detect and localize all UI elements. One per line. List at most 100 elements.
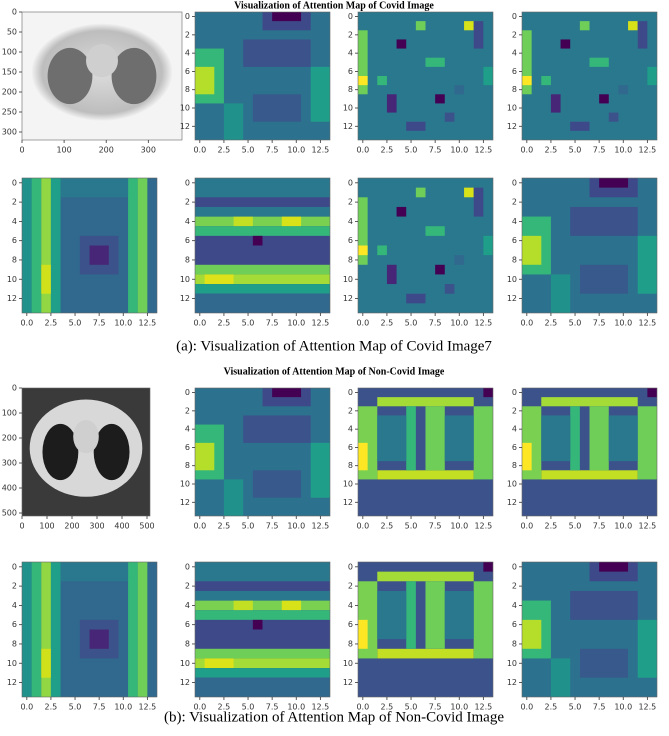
x-tick-label: 12.5 [311, 319, 329, 328]
axes-frame [521, 387, 658, 517]
y-tick-label: 2 [348, 406, 353, 415]
x-tick-label: 5.0 [405, 146, 418, 155]
x-tick-label: 10.0 [114, 703, 132, 712]
y-tick-label: 2 [185, 582, 190, 591]
y-tick-label: 8 [512, 461, 517, 470]
y-tick-label: 12 [180, 678, 190, 687]
axes-frame [357, 177, 494, 314]
y-tick-label: 2 [512, 406, 517, 415]
x-tick-label: 7.5 [429, 522, 442, 531]
y-tick-label: 2 [348, 582, 353, 591]
y-tick-label: 150 [2, 68, 17, 77]
x-tick-label: 400 [114, 522, 129, 531]
x-tick-label: 10.0 [450, 146, 468, 155]
y-tick-label: 12 [7, 678, 17, 687]
y-tick-label: 300 [2, 459, 17, 468]
x-tick-label: 12.5 [638, 146, 656, 155]
x-tick-label: 0.0 [356, 522, 369, 531]
y-tick-label: 6 [185, 236, 190, 245]
axes-frame [194, 387, 331, 517]
attention-heatmap [358, 178, 493, 313]
y-tick-label: 300 [2, 128, 17, 137]
x-tick-label: 12.5 [638, 703, 656, 712]
y-tick-label: 12 [343, 678, 353, 687]
x-tick-label: 10.0 [287, 146, 305, 155]
y-tick-label: 8 [185, 639, 190, 648]
y-tick-label: 4 [348, 217, 353, 226]
attention-heatmap [522, 12, 657, 140]
y-tick-label: 4 [348, 49, 353, 58]
axes-frame [21, 561, 158, 698]
y-tick-label: 2 [512, 30, 517, 39]
y-tick-label: 12 [343, 498, 353, 507]
x-tick-label: 7.5 [593, 319, 606, 328]
y-tick-label: 12 [507, 678, 517, 687]
y-tick-label: 0 [348, 388, 353, 397]
x-tick-label: 0.0 [20, 319, 33, 328]
x-tick-label: 10.0 [287, 703, 305, 712]
ct-heart [86, 44, 118, 78]
y-tick-label: 4 [185, 217, 190, 226]
y-tick-label: 4 [512, 601, 517, 610]
y-tick-label: 4 [12, 217, 17, 226]
y-tick-label: 0 [185, 12, 190, 21]
attention-heatmap [22, 178, 157, 313]
x-tick-label: 0.0 [520, 703, 533, 712]
y-tick-label: 0 [12, 178, 17, 187]
x-tick-label: 5.0 [69, 319, 82, 328]
y-tick-label: 8 [512, 639, 517, 648]
x-tick-label: 12.5 [474, 522, 492, 531]
x-tick-label: 0.0 [20, 703, 33, 712]
x-tick-label: 5.0 [569, 319, 582, 328]
y-tick-label: 8 [185, 255, 190, 264]
y-tick-label: 4 [348, 601, 353, 610]
x-tick-label: 5.0 [242, 319, 255, 328]
x-tick-label: 2.5 [218, 703, 231, 712]
x-tick-label: 7.5 [266, 319, 279, 328]
axes-frame [357, 561, 494, 698]
x-tick-label: 500 [139, 522, 154, 531]
ct-lung [42, 423, 79, 481]
axes-frame [194, 561, 331, 698]
x-tick-label: 0.0 [520, 146, 533, 155]
y-tick-label: 2 [12, 582, 17, 591]
attention-heatmap [522, 562, 657, 697]
y-tick-label: 6 [348, 620, 353, 629]
y-tick-label: 10 [507, 480, 517, 489]
y-tick-label: 50 [7, 28, 17, 37]
axes-frame [194, 177, 331, 314]
y-tick-label: 8 [348, 639, 353, 648]
x-tick-label: 7.5 [93, 703, 106, 712]
x-tick-label: 2.5 [45, 319, 58, 328]
x-tick-label: 12.5 [138, 703, 156, 712]
y-tick-label: 10 [180, 480, 190, 489]
x-tick-label: 0.0 [356, 703, 369, 712]
y-tick-label: 0 [348, 178, 353, 187]
y-tick-label: 4 [512, 49, 517, 58]
y-tick-label: 6 [512, 67, 517, 76]
x-tick-label: 10.0 [114, 319, 132, 328]
x-tick-label: 0.0 [193, 146, 206, 155]
y-tick-label: 10 [180, 275, 190, 284]
x-tick-label: 0.0 [193, 703, 206, 712]
x-tick-label: 2.5 [545, 146, 558, 155]
axes-frame [521, 11, 658, 141]
y-tick-label: 12 [180, 294, 190, 303]
x-tick-label: 12.5 [311, 703, 329, 712]
x-tick-label: 5.0 [242, 522, 255, 531]
y-tick-label: 0 [12, 8, 17, 17]
x-tick-label: 200 [64, 522, 79, 531]
y-tick-label: 100 [2, 48, 17, 57]
x-tick-label: 5.0 [242, 703, 255, 712]
x-tick-label: 5.0 [405, 703, 418, 712]
x-tick-label: 2.5 [545, 703, 558, 712]
y-tick-label: 10 [507, 104, 517, 113]
x-tick-label: 12.5 [311, 522, 329, 531]
y-tick-label: 12 [180, 122, 190, 131]
x-tick-label: 2.5 [381, 146, 394, 155]
x-tick-label: 2.5 [218, 319, 231, 328]
y-tick-label: 0 [348, 562, 353, 571]
y-tick-label: 2 [512, 582, 517, 591]
y-tick-label: 200 [2, 434, 17, 443]
